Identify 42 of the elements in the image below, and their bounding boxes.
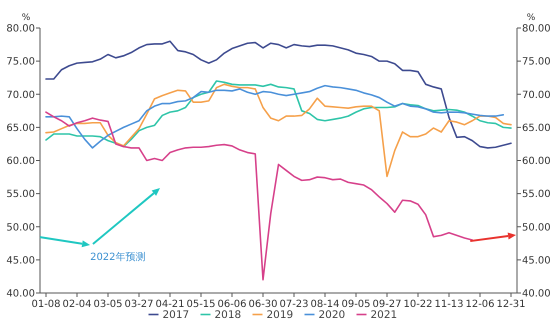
- y2-tick-label: 80.00: [522, 24, 550, 34]
- y-tick-label: 65.00: [6, 122, 35, 134]
- y2-tick-label: 75.00: [522, 56, 550, 68]
- y2-tick-label: 50.00: [522, 222, 550, 234]
- y2-tick-label: 40.00: [522, 288, 550, 300]
- y-tick-label: 60.00: [6, 156, 35, 167]
- x-tick-label: 11-13: [434, 299, 464, 310]
- x-tick-label: 06-06: [217, 299, 247, 310]
- y2-tick-label: 70.00: [522, 90, 550, 101]
- annotation: 2022年预测: [90, 250, 146, 263]
- legend-label: 2017: [162, 309, 190, 321]
- x-tick-label: 10-22: [403, 299, 433, 310]
- y-axis-title: %: [22, 13, 31, 23]
- y2-tick-label: 60.00: [522, 156, 550, 167]
- x-tick-label: 08-14: [310, 299, 340, 310]
- x-tick-label: 09-27: [372, 299, 402, 310]
- x-tick-label: 02-04: [62, 299, 92, 310]
- legend-label: 2020: [318, 309, 346, 321]
- x-tick-label: 05-15: [186, 299, 216, 310]
- y-tick-label: 40.00: [6, 288, 35, 300]
- x-tick-label: 07-23: [279, 299, 309, 310]
- x-tick-label: 12-06: [465, 299, 495, 310]
- x-tick-label: 01-08: [31, 299, 61, 310]
- x-tick-label: 12-31: [496, 299, 526, 310]
- legend-label: 2018: [214, 309, 242, 321]
- x-tick-label: 06-30: [248, 299, 278, 310]
- legend-label: 2019: [266, 309, 294, 321]
- y-tick-label: 75.00: [6, 56, 35, 68]
- y-tick-label: 50.00: [6, 222, 35, 234]
- legend-label: 2021: [370, 309, 398, 321]
- x-tick-label: 04-21: [155, 299, 185, 310]
- y-tick-label: 80.00: [6, 24, 35, 34]
- y-tick-label: 45.00: [6, 255, 35, 266]
- x-tick-label: 09-05: [341, 299, 371, 310]
- y2-tick-label: 55.00: [522, 189, 550, 200]
- y2-tick-label: 45.00: [522, 255, 550, 266]
- y-tick-label: 70.00: [6, 90, 35, 101]
- x-tick-label: 03-27: [124, 299, 154, 310]
- x-tick-label: 03-05: [93, 299, 123, 310]
- y2-axis-title: %: [526, 13, 536, 23]
- y2-tick-label: 65.00: [522, 122, 550, 134]
- y-tick-label: 55.00: [6, 189, 35, 200]
